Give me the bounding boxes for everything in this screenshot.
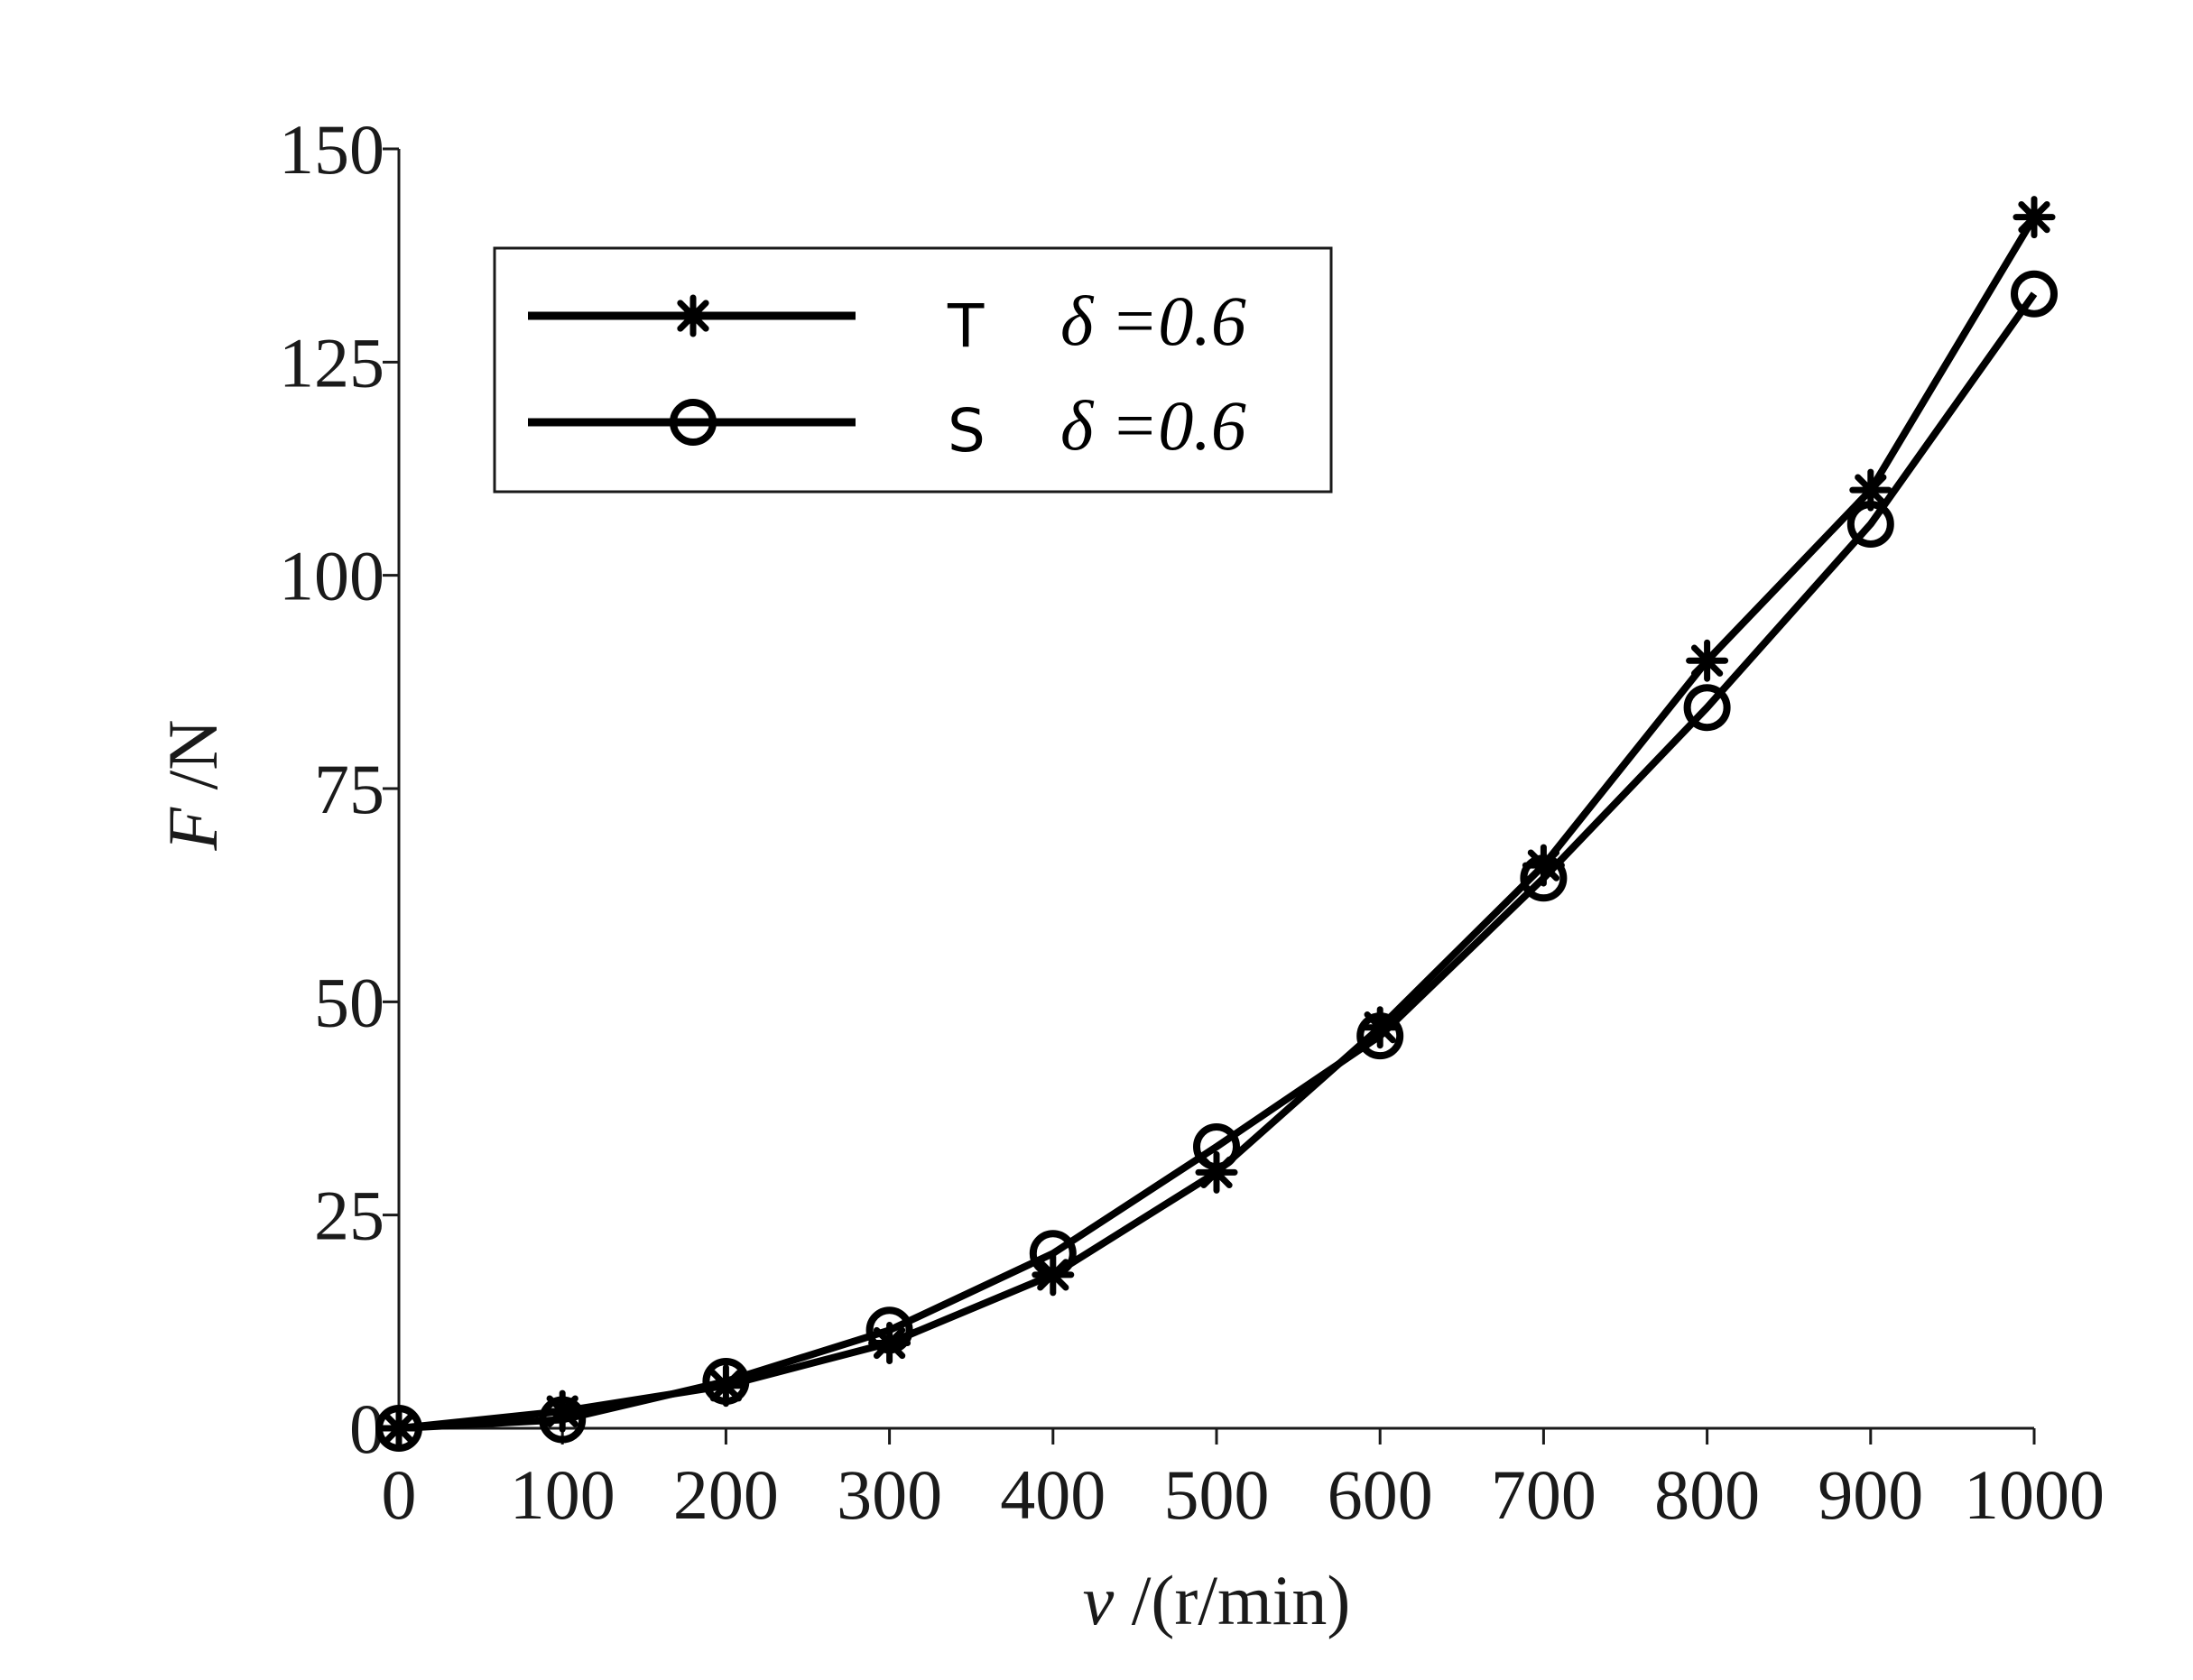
y-tick-label: 50 xyxy=(314,963,384,1041)
x-axis-label: v /(r/min) xyxy=(1083,1561,1351,1639)
legend-circle-icon xyxy=(670,399,717,446)
x-tick-label: 100 xyxy=(510,1455,615,1534)
x-tick-label: 400 xyxy=(1000,1455,1106,1534)
legend-box xyxy=(493,246,1333,494)
legend-param-s: δ =0.6 xyxy=(1060,386,1246,465)
x-tick-label: 1000 xyxy=(1964,1455,2105,1534)
legend-label-s: S xyxy=(948,396,985,466)
legend-param-t: δ =0.6 xyxy=(1060,282,1246,360)
legend-marker-circle xyxy=(670,399,717,446)
data-point-s xyxy=(865,1306,913,1354)
data-point-t xyxy=(2013,196,2056,239)
data-point-s xyxy=(1029,1230,1077,1278)
legend-label-t: T xyxy=(947,291,985,361)
legend-marker-asterisk xyxy=(671,294,715,337)
legend-entry-t: T δ =0.6 xyxy=(528,282,1246,361)
data-point-s xyxy=(539,1396,587,1444)
y-tick-label: 125 xyxy=(279,323,384,402)
y-tick-label: 25 xyxy=(314,1177,384,1255)
data-point-s xyxy=(1193,1123,1240,1171)
x-tick-label: 200 xyxy=(673,1455,779,1534)
x-tick-label: 800 xyxy=(1654,1455,1760,1534)
x-tick-label: 500 xyxy=(1164,1455,1270,1534)
data-point-s xyxy=(375,1405,422,1452)
x-tick-label: 900 xyxy=(1818,1455,1923,1534)
ticks: 0 100 200 300 400 500 600 700 800 900 100002550751… xyxy=(279,110,2105,1534)
x-tick-label: 700 xyxy=(1491,1455,1596,1534)
x-tick-label: 300 xyxy=(837,1455,942,1534)
data-point-s xyxy=(1356,1012,1404,1060)
data-point-s xyxy=(1846,500,1894,548)
data-point-s xyxy=(702,1358,750,1406)
legend-entry-s: S δ =0.6 xyxy=(528,386,1246,466)
legend: T δ =0.6 S δ =0.6 xyxy=(493,246,1333,494)
y-axis-label: F /N xyxy=(153,719,232,851)
legend-asterisk-icon xyxy=(671,294,715,337)
series-group xyxy=(375,196,2058,1452)
x-tick-label: 600 xyxy=(1328,1455,1433,1534)
y-tick-label: 75 xyxy=(314,750,384,828)
data-point-s xyxy=(1683,684,1731,732)
data-point-t xyxy=(1686,639,1729,682)
y-tick-label: 100 xyxy=(279,537,384,615)
data-point-s xyxy=(1520,854,1568,902)
series-line-s xyxy=(398,291,2038,1432)
y-tick-label: 150 xyxy=(279,110,384,189)
x-tick-label: 0 xyxy=(382,1455,417,1534)
series-s xyxy=(375,270,2058,1452)
data-point-s xyxy=(2011,270,2058,318)
